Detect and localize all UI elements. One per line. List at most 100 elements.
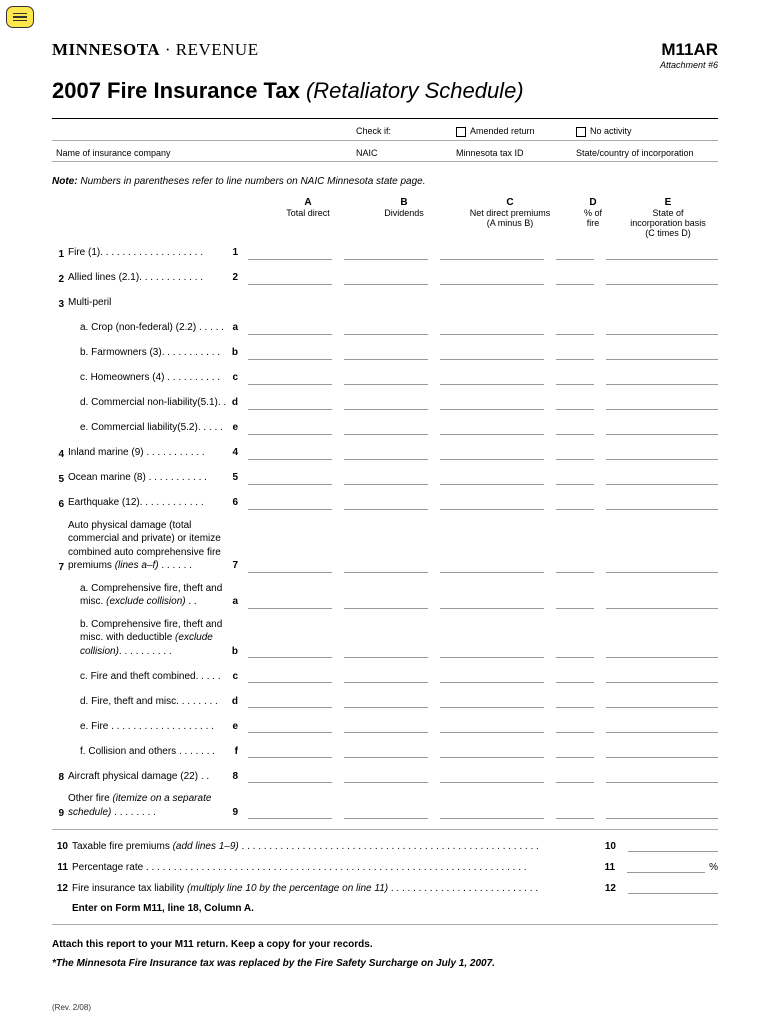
line-9-e[interactable] <box>606 807 718 819</box>
company-name-field[interactable]: Name of insurance company <box>52 145 352 161</box>
line-3e-c[interactable] <box>440 423 544 435</box>
line-3b-c[interactable] <box>440 348 544 360</box>
line-7d-c[interactable] <box>440 696 544 708</box>
line-4-c[interactable] <box>440 448 544 460</box>
line-7f-c[interactable] <box>440 746 544 758</box>
line-7c-d[interactable] <box>556 671 594 683</box>
line-5-c[interactable] <box>440 473 544 485</box>
line-4-b[interactable] <box>344 448 428 460</box>
amended-checkbox[interactable] <box>456 127 466 137</box>
line-3e-e[interactable] <box>606 423 718 435</box>
line-6-e[interactable] <box>606 498 718 510</box>
line-5-a[interactable] <box>248 473 332 485</box>
line-3d-d[interactable] <box>556 398 594 410</box>
line-7-e[interactable] <box>606 561 718 573</box>
line-3c-d[interactable] <box>556 373 594 385</box>
line-3e-a[interactable] <box>248 423 332 435</box>
line-1-e[interactable] <box>606 248 718 260</box>
line-3d-b[interactable] <box>344 398 428 410</box>
line-7b-b[interactable] <box>344 646 428 658</box>
line-7c-b[interactable] <box>344 671 428 683</box>
line-7b-d[interactable] <box>556 646 594 658</box>
line-8-c[interactable] <box>440 771 544 783</box>
line-3c-c[interactable] <box>440 373 544 385</box>
line-3d-a[interactable] <box>248 398 332 410</box>
line-9-c[interactable] <box>440 807 544 819</box>
line-3e-b[interactable] <box>344 423 428 435</box>
state-inc-field[interactable]: State/country of incorporation <box>572 145 718 161</box>
line-10-value[interactable] <box>628 840 718 852</box>
mn-tax-id-field[interactable]: Minnesota tax ID <box>452 145 572 161</box>
line-3a-e[interactable] <box>606 323 718 335</box>
line-3e-d[interactable] <box>556 423 594 435</box>
line-6-d[interactable] <box>556 498 594 510</box>
line-3d-e[interactable] <box>606 398 718 410</box>
line-6-c[interactable] <box>440 498 544 510</box>
line-7e-a[interactable] <box>248 721 332 733</box>
line-7a-c[interactable] <box>440 597 544 609</box>
line-8-e[interactable] <box>606 771 718 783</box>
line-7c-a[interactable] <box>248 671 332 683</box>
line-8-b[interactable] <box>344 771 428 783</box>
line-3a-a[interactable] <box>248 323 332 335</box>
line-7e-e[interactable] <box>606 721 718 733</box>
line-2-a[interactable] <box>248 273 332 285</box>
line-4-e[interactable] <box>606 448 718 460</box>
line-7e-b[interactable] <box>344 721 428 733</box>
no-activity-checkbox[interactable] <box>576 127 586 137</box>
line-11-value[interactable] <box>627 861 705 873</box>
line-2-c[interactable] <box>440 273 544 285</box>
line-9-b[interactable] <box>344 807 428 819</box>
line-7-a[interactable] <box>248 561 332 573</box>
line-6-b[interactable] <box>344 498 428 510</box>
line-7e-d[interactable] <box>556 721 594 733</box>
line-7-d[interactable] <box>556 561 594 573</box>
line-7a-d[interactable] <box>556 597 594 609</box>
line-4-d[interactable] <box>556 448 594 460</box>
line-5-e[interactable] <box>606 473 718 485</box>
line-5-b[interactable] <box>344 473 428 485</box>
line-3a-b[interactable] <box>344 323 428 335</box>
line-3a-c[interactable] <box>440 323 544 335</box>
line-1-c[interactable] <box>440 248 544 260</box>
line-7f-d[interactable] <box>556 746 594 758</box>
line-9-d[interactable] <box>556 807 594 819</box>
line-7a-e[interactable] <box>606 597 718 609</box>
line-3b-a[interactable] <box>248 348 332 360</box>
line-7f-b[interactable] <box>344 746 428 758</box>
line-2-b[interactable] <box>344 273 428 285</box>
line-4-a[interactable] <box>248 448 332 460</box>
comment-icon[interactable] <box>6 6 34 28</box>
line-7-c[interactable] <box>440 561 544 573</box>
line-1-d[interactable] <box>556 248 594 260</box>
line-1-b[interactable] <box>344 248 428 260</box>
line-7b-a[interactable] <box>248 646 332 658</box>
line-12-value[interactable] <box>628 882 718 894</box>
line-1-a[interactable] <box>248 248 332 260</box>
line-8-a[interactable] <box>248 771 332 783</box>
line-7c-e[interactable] <box>606 671 718 683</box>
line-5-d[interactable] <box>556 473 594 485</box>
line-2-d[interactable] <box>556 273 594 285</box>
line-3b-d[interactable] <box>556 348 594 360</box>
line-7f-e[interactable] <box>606 746 718 758</box>
line-7a-a[interactable] <box>248 597 332 609</box>
line-7d-d[interactable] <box>556 696 594 708</box>
line-7d-b[interactable] <box>344 696 428 708</box>
line-7c-c[interactable] <box>440 671 544 683</box>
line-6-a[interactable] <box>248 498 332 510</box>
line-7b-c[interactable] <box>440 646 544 658</box>
line-3a-d[interactable] <box>556 323 594 335</box>
line-7a-b[interactable] <box>344 597 428 609</box>
line-7b-e[interactable] <box>606 646 718 658</box>
line-8-d[interactable] <box>556 771 594 783</box>
line-3c-e[interactable] <box>606 373 718 385</box>
line-3d-c[interactable] <box>440 398 544 410</box>
line-7d-a[interactable] <box>248 696 332 708</box>
line-9-a[interactable] <box>248 807 332 819</box>
line-7d-e[interactable] <box>606 696 718 708</box>
line-3c-a[interactable] <box>248 373 332 385</box>
line-3b-e[interactable] <box>606 348 718 360</box>
line-3b-b[interactable] <box>344 348 428 360</box>
line-3c-b[interactable] <box>344 373 428 385</box>
